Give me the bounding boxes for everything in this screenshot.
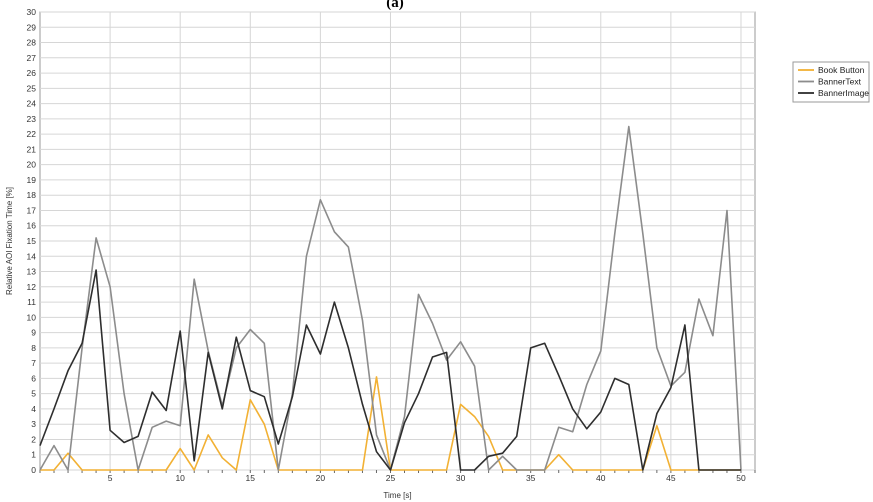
x-tick-label: 10 [175,473,185,483]
y-tick-label: 1 [31,450,36,460]
x-tick-label: 45 [666,473,676,483]
y-tick-label: 5 [31,389,36,399]
y-tick-label: 19 [27,175,37,185]
y-tick-label: 7 [31,358,36,368]
y-tick-label: 18 [27,190,37,200]
y-tick-label: 14 [27,251,37,261]
y-tick-label: 10 [27,312,37,322]
x-tick-label: 30 [456,473,466,483]
y-tick-label: 28 [27,38,37,48]
y-tick-label: 12 [27,282,37,292]
y-axis-label: Relative AOI Fixation Time [%] [5,187,14,295]
y-tick-label: 17 [27,205,37,215]
legend-label: BannerText [818,77,862,87]
y-tick-label: 6 [31,373,36,383]
x-tick-label: 5 [108,473,113,483]
y-tick-label: 24 [27,99,37,109]
y-tick-label: 30 [27,7,37,17]
series-line [39,269,741,471]
y-tick-label: 0 [31,465,36,475]
x-tick-label: 35 [526,473,536,483]
x-tick-label: 40 [596,473,606,483]
y-tick-label: 3 [31,419,36,429]
y-tick-label: 11 [27,297,36,307]
y-tick-label: 8 [31,343,36,353]
y-tick-label: 22 [27,129,37,139]
y-tick-label: 25 [27,83,37,93]
y-tick-label: 27 [27,53,37,63]
y-tick-label: 15 [27,236,37,246]
x-axis-label: Time [s] [383,491,411,500]
x-tick-label: 20 [316,473,326,483]
y-tick-label: 21 [27,144,37,154]
y-tick-label: 13 [27,267,37,277]
y-tick-label: 9 [31,328,36,338]
y-tick-label: 16 [27,221,37,231]
legend-label: Book Button [818,65,865,75]
y-tick-label: 29 [27,22,37,32]
y-tick-label: 2 [31,434,36,444]
x-tick-label: 15 [246,473,256,483]
series-lines [39,125,742,471]
tick-labels: 0123456789101112131415161718192021222324… [27,7,746,483]
y-tick-label: 4 [31,404,36,414]
x-tick-label: 50 [736,473,746,483]
y-tick-label: 23 [27,114,37,124]
chart-title: (a) [386,0,404,11]
y-tick-label: 26 [27,68,37,78]
legend-label: BannerImage [818,88,869,98]
x-tick-label: 25 [386,473,396,483]
y-tick-label: 20 [27,160,37,170]
